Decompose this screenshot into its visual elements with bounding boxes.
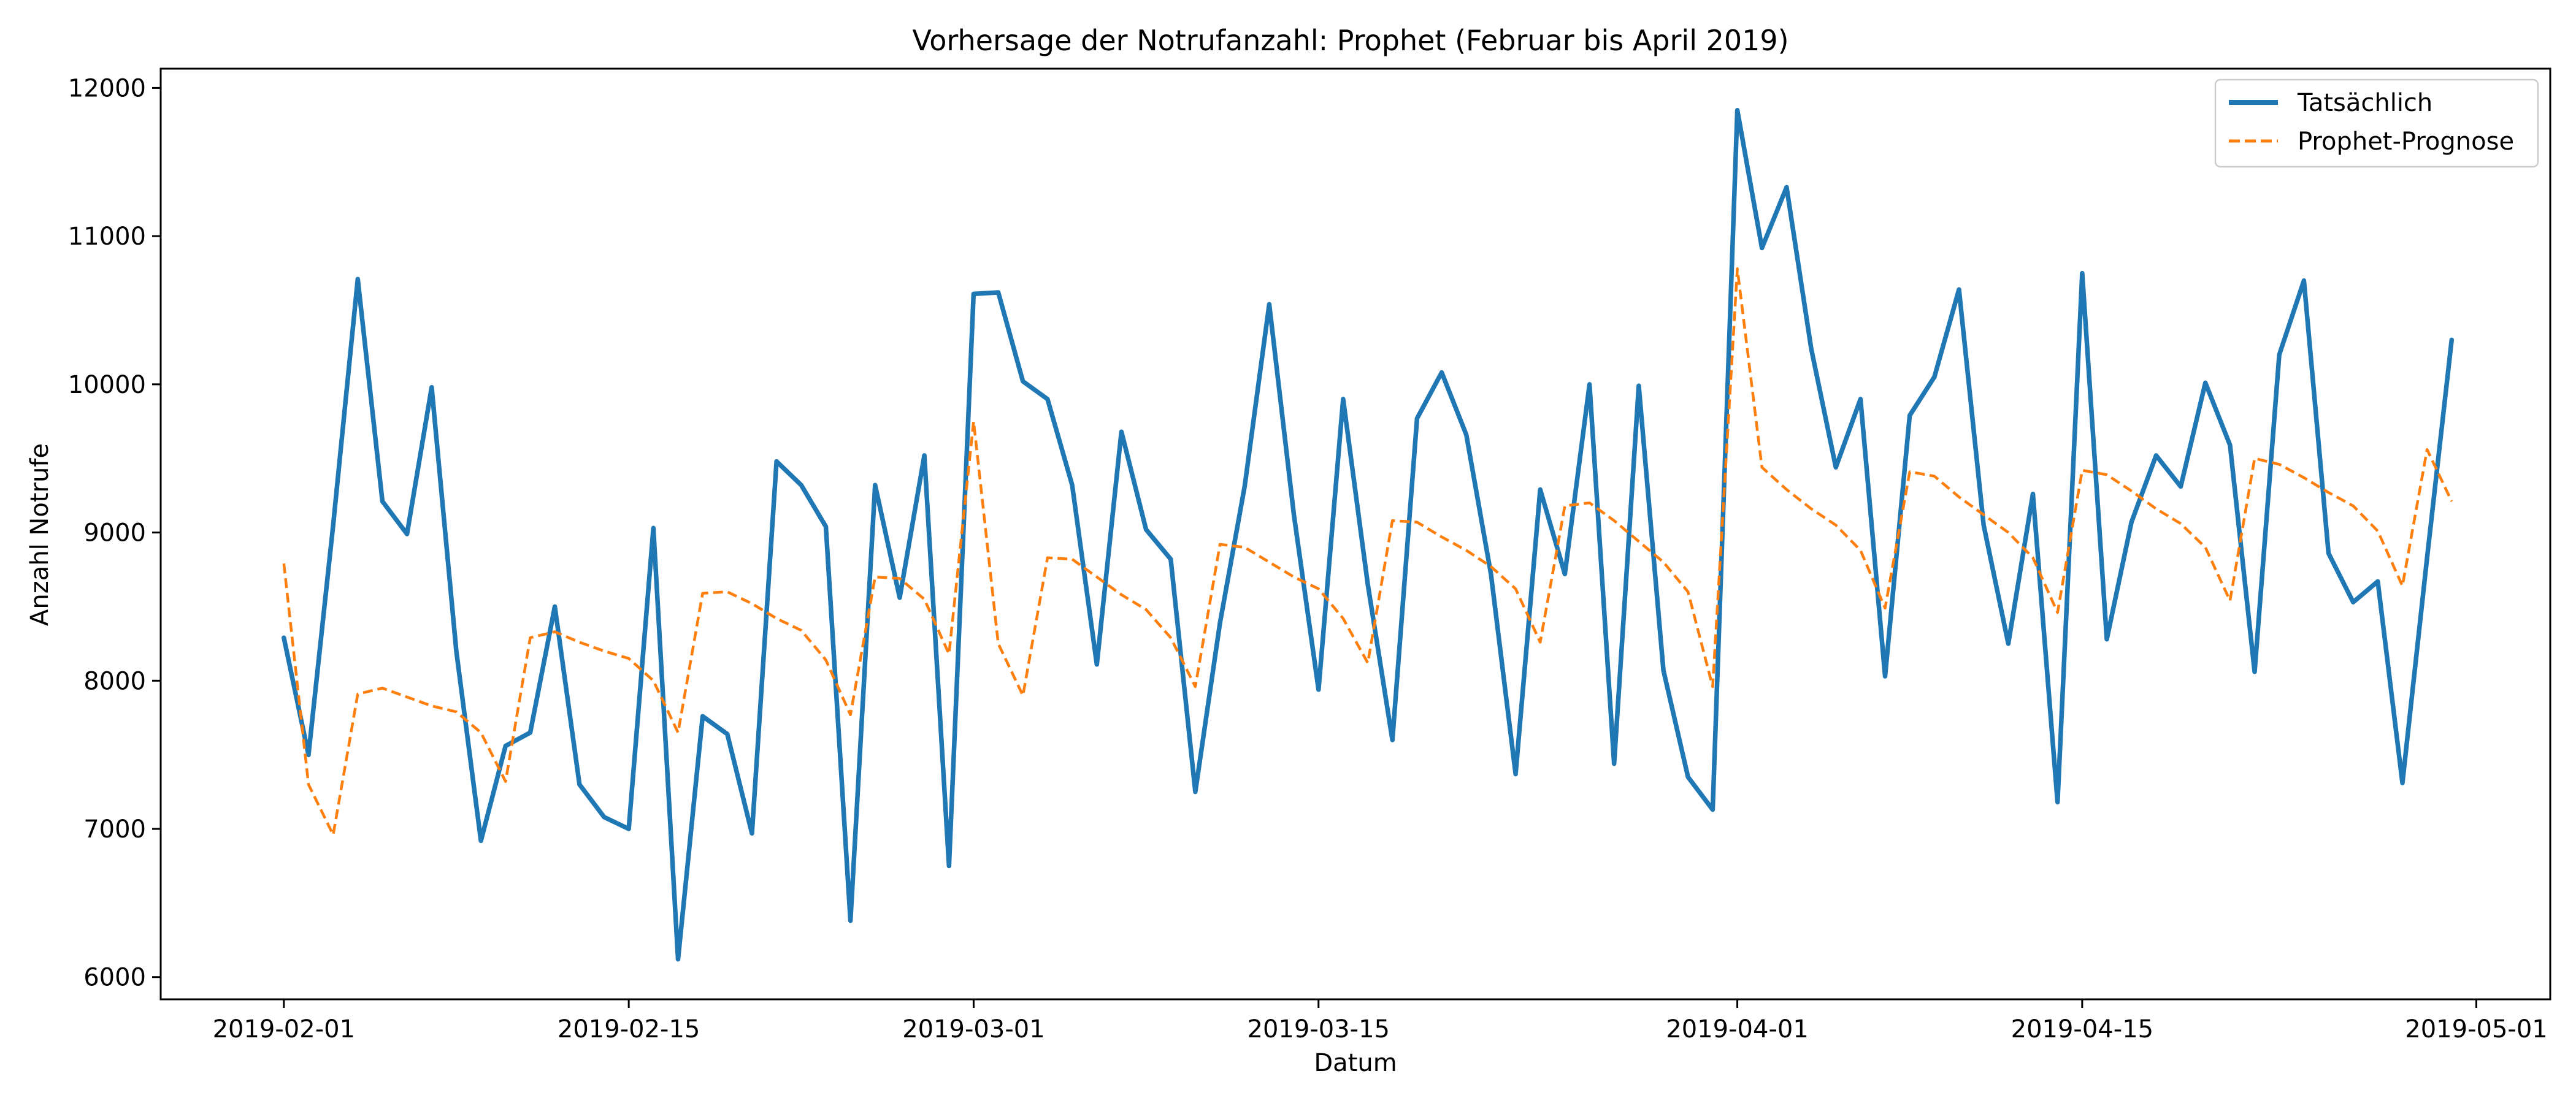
x-tick-label: 2019-03-01 [902, 1015, 1045, 1043]
legend-label-forecast: Prophet-Prognose [2298, 128, 2514, 156]
x-axis: 2019-02-01 2019-02-15 2019-03-01 2019-03-15… [213, 999, 2548, 1043]
legend: Tatsächlich Prophet-Prognose [2214, 78, 2539, 168]
x-tick-label: 2019-02-15 [558, 1015, 700, 1043]
y-axis-label: Anzahl Notrufe [26, 443, 54, 626]
chart-title: Vorhersage der Notrufanzahl: Prophet (Fe… [912, 24, 1788, 57]
y-tick-label: 12000 [68, 74, 146, 102]
y-tick-label: 7000 [83, 815, 146, 844]
y-tick-label: 10000 [68, 371, 146, 399]
x-tick-label: 2019-04-15 [2011, 1015, 2153, 1043]
legend-label-actual: Tatsächlich [2297, 89, 2432, 117]
series-line-actual [282, 107, 2455, 962]
y-axis: 6000 7000 8000 9000 10000 11000 12000 [68, 74, 161, 992]
y-tick-label: 9000 [83, 519, 146, 547]
plot-series-group [282, 107, 2455, 962]
y-tick-label: 11000 [68, 223, 146, 251]
x-axis-label: Datum [1314, 1049, 1397, 1077]
y-tick-label: 6000 [83, 964, 146, 992]
x-tick-label: 2019-03-15 [1248, 1015, 1390, 1043]
legend-box [2214, 78, 2539, 168]
x-tick-label: 2019-04-01 [1666, 1015, 1808, 1043]
x-tick-label: 2019-05-01 [2405, 1015, 2547, 1043]
plot-frame [159, 67, 2551, 1001]
x-tick-label: 2019-02-01 [213, 1015, 355, 1043]
y-tick-label: 8000 [83, 667, 146, 695]
series-line-forecast [282, 267, 2453, 836]
